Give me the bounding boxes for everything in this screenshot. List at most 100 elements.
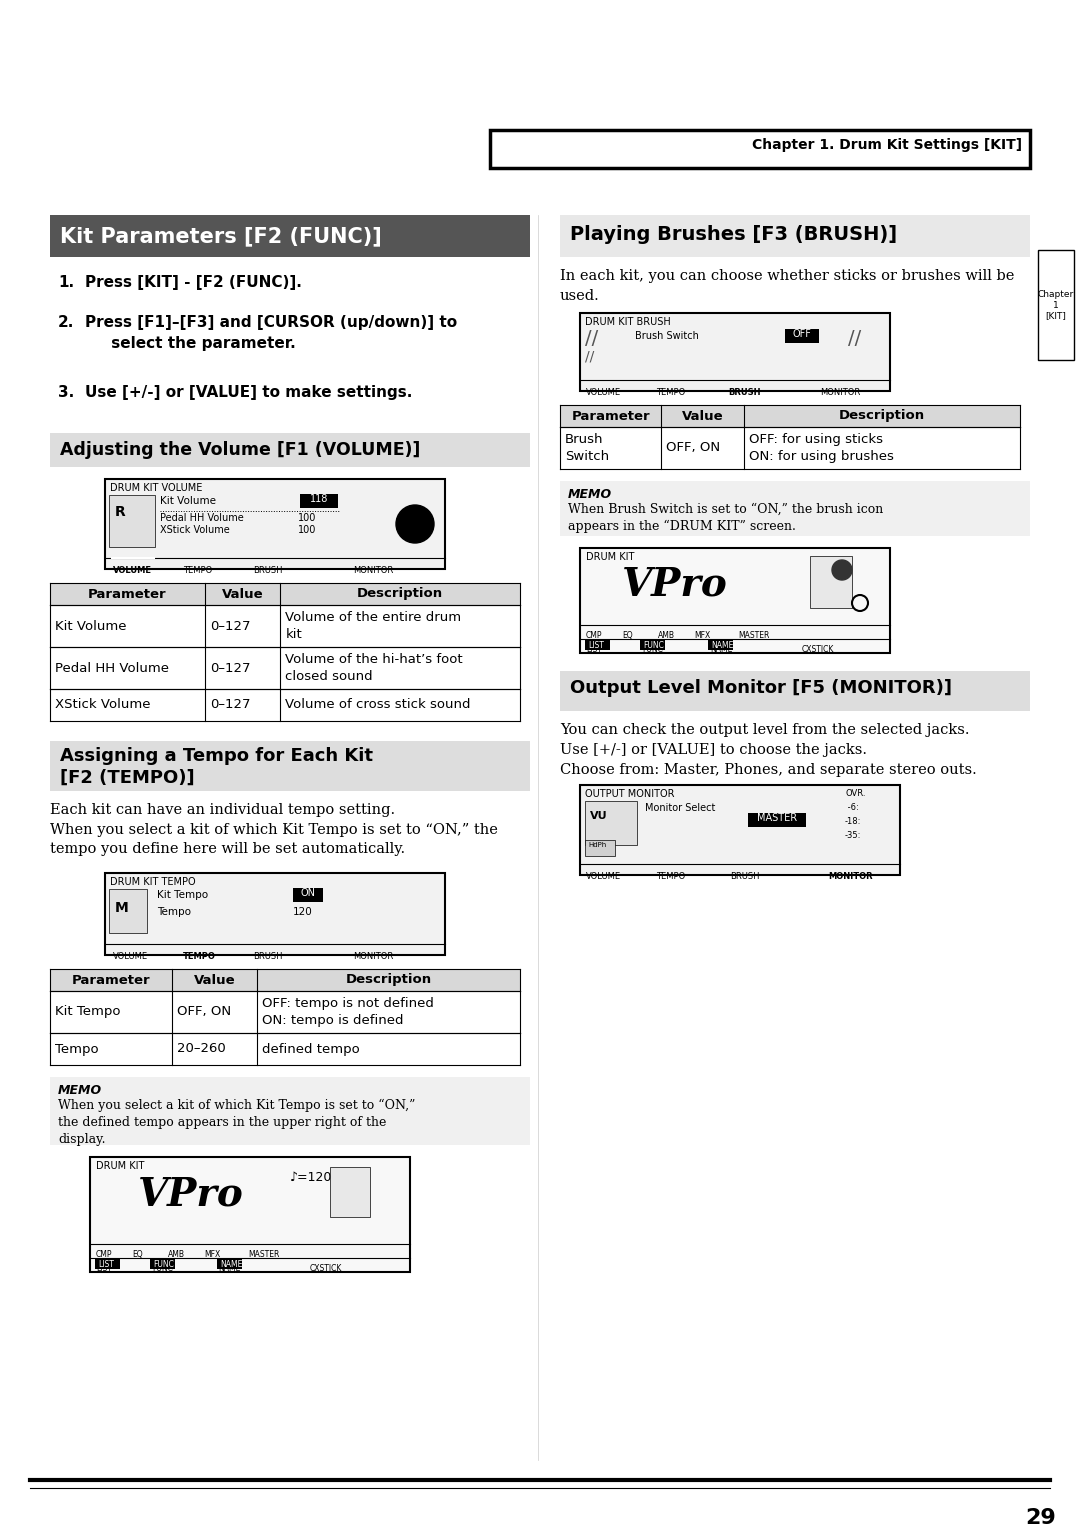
Text: FUNC: FUNC: [642, 645, 663, 654]
Text: DRUM KIT TEMPO: DRUM KIT TEMPO: [110, 877, 195, 886]
Text: LIST: LIST: [98, 1261, 113, 1268]
Bar: [1038, 251, 1074, 361]
Bar: [50, 689, 519, 721]
Text: OFF: OFF: [793, 329, 811, 339]
Text: //: //: [848, 329, 861, 348]
Bar: [50, 584, 519, 605]
Bar: [585, 801, 637, 845]
Text: TEMPO: TEMPO: [183, 565, 213, 575]
Text: Use [+/-] or [VALUE] to choose the jacks.: Use [+/-] or [VALUE] to choose the jacks…: [561, 743, 867, 756]
Text: MONITOR: MONITOR: [353, 952, 393, 961]
Bar: [585, 840, 615, 856]
Text: DRUM KIT: DRUM KIT: [96, 1161, 145, 1170]
Text: 120: 120: [293, 908, 313, 917]
Text: TEMPO: TEMPO: [656, 872, 685, 882]
Text: 100: 100: [298, 513, 316, 523]
Text: 29: 29: [1025, 1508, 1056, 1528]
Text: Parameter: Parameter: [571, 410, 650, 423]
Text: Pedal HH Volume: Pedal HH Volume: [55, 662, 168, 674]
Text: Tempo: Tempo: [157, 908, 191, 917]
Text: Parameter: Parameter: [71, 973, 150, 987]
Text: OFF: for using sticks
ON: for using brushes: OFF: for using sticks ON: for using brus…: [750, 434, 894, 463]
Text: Pedal HH Volume: Pedal HH Volume: [160, 513, 244, 523]
Text: 118: 118: [310, 494, 328, 504]
Text: OFF, ON: OFF, ON: [177, 1005, 231, 1019]
Text: Kit Volume: Kit Volume: [55, 619, 126, 633]
Bar: [50, 969, 519, 992]
Text: Each kit can have an individual tempo setting.: Each kit can have an individual tempo se…: [50, 804, 395, 817]
Text: BRUSH: BRUSH: [730, 872, 759, 882]
Bar: [105, 478, 445, 568]
Text: Playing Brushes [F3 (BRUSH)]: Playing Brushes [F3 (BRUSH)]: [570, 225, 897, 244]
Text: When you select a kit of which Kit Tempo is set to “ON,”
the defined tempo appea: When you select a kit of which Kit Tempo…: [58, 1099, 416, 1146]
Text: Value: Value: [193, 973, 235, 987]
Text: CMP: CMP: [96, 1250, 112, 1259]
Bar: [785, 329, 819, 342]
Circle shape: [832, 559, 852, 581]
Text: VU: VU: [590, 811, 608, 821]
Text: Assigning a Tempo for Each Kit: Assigning a Tempo for Each Kit: [60, 747, 373, 766]
Text: OVR.: OVR.: [845, 788, 865, 798]
Text: Brush Switch: Brush Switch: [635, 332, 699, 341]
Text: VOLUME: VOLUME: [113, 565, 152, 575]
Text: Kit Parameters [F2 (FUNC)]: Kit Parameters [F2 (FUNC)]: [60, 226, 381, 246]
Bar: [50, 992, 519, 1033]
Text: OUTPUT MONITOR: OUTPUT MONITOR: [585, 788, 675, 799]
Text: FUNC: FUNC: [152, 1264, 173, 1273]
Bar: [490, 130, 1030, 168]
Bar: [50, 741, 530, 792]
Text: Kit Tempo: Kit Tempo: [157, 889, 208, 900]
Bar: [50, 432, 530, 468]
Text: Use [+/-] or [VALUE] to make settings.: Use [+/-] or [VALUE] to make settings.: [85, 385, 413, 400]
Text: Output Level Monitor [F5 (MONITOR)]: Output Level Monitor [F5 (MONITOR)]: [570, 678, 951, 697]
Text: M: M: [114, 902, 129, 915]
Text: Volume of the entire drum
kit: Volume of the entire drum kit: [285, 611, 461, 640]
Bar: [109, 889, 147, 934]
Text: defined tempo: defined tempo: [261, 1042, 360, 1056]
Bar: [50, 215, 530, 257]
Text: BRUSH: BRUSH: [253, 565, 283, 575]
Bar: [50, 1033, 519, 1065]
Text: Choose from: Master, Phones, and separate stereo outs.: Choose from: Master, Phones, and separat…: [561, 762, 976, 778]
Text: MONITOR: MONITOR: [353, 565, 393, 575]
Text: In each kit, you can choose whether sticks or brushes will be
used.: In each kit, you can choose whether stic…: [561, 269, 1014, 303]
Text: CXSTICK: CXSTICK: [310, 1264, 342, 1273]
Text: MFX: MFX: [204, 1250, 220, 1259]
Text: MASTER: MASTER: [738, 631, 769, 640]
Text: Description: Description: [357, 587, 443, 601]
Text: LIST: LIST: [588, 642, 604, 649]
Bar: [95, 1258, 120, 1268]
Text: Kit Volume: Kit Volume: [160, 497, 216, 506]
Text: VOLUME: VOLUME: [586, 872, 621, 882]
Text: You can check the output level from the selected jacks.: You can check the output level from the …: [561, 723, 970, 736]
Text: MONITOR: MONITOR: [820, 388, 861, 397]
Bar: [585, 639, 610, 649]
Text: Description: Description: [839, 410, 926, 423]
Text: FUNC: FUNC: [153, 1261, 174, 1268]
Text: FUNC: FUNC: [643, 642, 664, 649]
Bar: [580, 785, 900, 876]
Text: VPro: VPro: [138, 1175, 244, 1213]
Text: VOLUME: VOLUME: [113, 952, 148, 961]
Text: XStick Volume: XStick Volume: [55, 698, 150, 712]
Bar: [217, 1258, 242, 1268]
Text: Adjusting the Volume [F1 (VOLUME)]: Adjusting the Volume [F1 (VOLUME)]: [60, 442, 420, 458]
Text: MASTER: MASTER: [248, 1250, 280, 1259]
Text: Value: Value: [681, 410, 724, 423]
Text: 3.: 3.: [58, 385, 75, 400]
Text: OFF: tempo is not defined
ON: tempo is defined: OFF: tempo is not defined ON: tempo is d…: [261, 998, 434, 1027]
Text: Monitor Select: Monitor Select: [645, 804, 715, 813]
Text: EQ: EQ: [622, 631, 633, 640]
Bar: [561, 671, 1030, 711]
Text: TEMPO: TEMPO: [656, 388, 685, 397]
Text: Description: Description: [346, 973, 432, 987]
Bar: [50, 1077, 530, 1144]
Text: -35:: -35:: [845, 831, 862, 840]
Text: 1.: 1.: [58, 275, 75, 290]
Text: MASTER: MASTER: [757, 813, 797, 824]
Bar: [748, 813, 806, 827]
Text: When you select a kit of which Kit Tempo is set to “ON,” the
tempo you define he: When you select a kit of which Kit Tempo…: [50, 824, 498, 857]
Circle shape: [396, 504, 434, 542]
Text: BRUSH: BRUSH: [253, 952, 283, 961]
Text: AMB: AMB: [658, 631, 675, 640]
